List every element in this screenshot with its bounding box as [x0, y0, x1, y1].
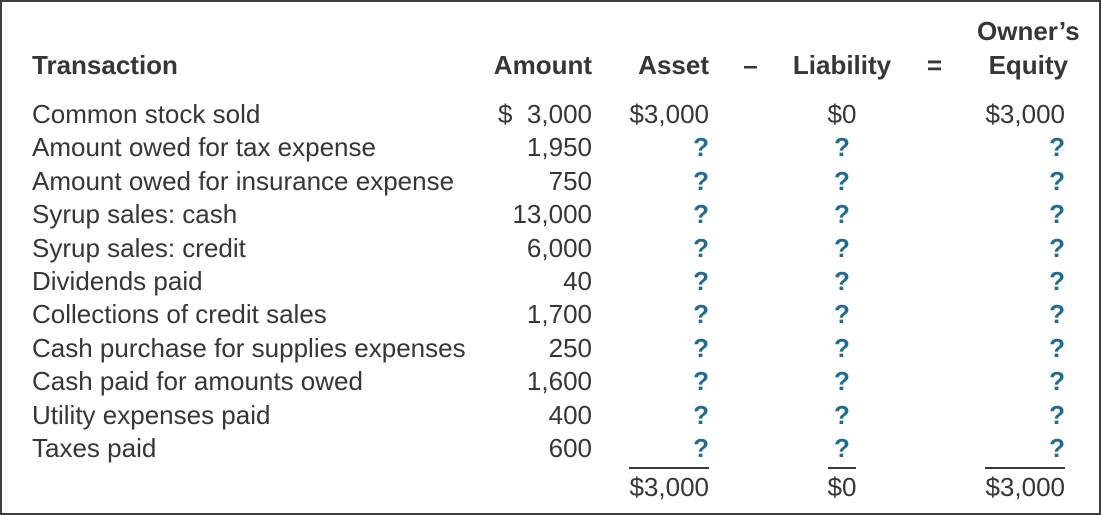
transaction-cell: Amount owed for insurance expense — [32, 165, 455, 196]
asset-cell: ? — [693, 332, 709, 363]
table-row: Cash purchase for supplies expenses 250 … — [2, 332, 1099, 365]
table-row: Taxes paid 600 ? ? ? — [2, 432, 1099, 465]
owners-equity-cell: ? — [1049, 199, 1065, 230]
column-header-amount: Amount — [493, 50, 592, 80]
column-header-liability: Liability — [792, 50, 892, 80]
asset-cell: ? — [693, 232, 709, 263]
asset-total-cell: $3,000 — [592, 467, 709, 504]
asset-cell: ? — [693, 165, 709, 196]
amount-cell: 750 — [548, 165, 592, 196]
asset-cell: ? — [693, 266, 709, 297]
liability-cell: ? — [834, 399, 850, 430]
transaction-cell: Common stock sold — [32, 99, 261, 129]
column-header-asset: Asset — [638, 50, 709, 80]
owners-equity-cell: ? — [1049, 366, 1065, 397]
owners-equity-cell: ? — [1049, 132, 1065, 163]
liability-cell: $0 — [827, 99, 857, 129]
amount-cell: 1,600 — [526, 366, 592, 397]
table-row: Amount owed for tax expense 1,950 ? ? ? — [2, 131, 1099, 164]
transaction-cell: Syrup sales: credit — [32, 232, 246, 263]
transaction-cell: Amount owed for tax expense — [32, 132, 376, 163]
liability-cell: ? — [834, 165, 850, 196]
owners-equity-cell: ? — [1049, 299, 1065, 330]
asset-cell: ? — [693, 132, 709, 163]
liability-cell: ? — [834, 366, 850, 397]
liability-cell: ? — [834, 266, 850, 297]
liability-total: $0 — [827, 467, 857, 502]
amount-cell: 40 — [563, 266, 592, 297]
table-row: Syrup sales: cash 13,000 ? ? ? — [2, 198, 1099, 231]
owners-equity-cell: ? — [1049, 433, 1065, 464]
owners-equity-header-block: Owner’s Equity — [977, 14, 1080, 82]
owners-equity-cell: ? — [1049, 399, 1065, 430]
asset-total: $3,000 — [629, 467, 709, 502]
amount-cell: 13,000 — [512, 199, 592, 230]
owners-equity-cell: $3,000 — [985, 99, 1065, 129]
column-header-transaction: Transaction — [32, 50, 178, 80]
minus-sign: – — [743, 50, 758, 80]
table-row: Syrup sales: credit 6,000 ? ? ? — [2, 232, 1099, 265]
owners-equity-cell: ? — [1049, 266, 1065, 297]
amount-cell: 250 — [548, 332, 592, 363]
liability-total-cell: $0 — [792, 467, 892, 504]
totals-row: $3,000 $0 $3,000 — [2, 467, 1099, 504]
liability-cell: ? — [834, 332, 850, 363]
table-row: Common stock sold $ 3,000 $3,000 $0 $3,0… — [2, 98, 1099, 131]
owners-equity-total-cell: $3,000 — [977, 467, 1065, 504]
transaction-cell: Utility expenses paid — [32, 399, 271, 430]
liability-cell: ? — [834, 199, 850, 230]
amount-cell: 6,000 — [526, 232, 592, 263]
liability-cell: ? — [834, 299, 850, 330]
amount-cell: 400 — [548, 399, 592, 430]
owners-equity-header-line2: Equity — [988, 50, 1069, 80]
table-row: Amount owed for insurance expense 750 ? … — [2, 165, 1099, 198]
owners-equity-cell: ? — [1049, 332, 1065, 363]
owners-equity-cell: ? — [1049, 232, 1065, 263]
owners-equity-total: $3,000 — [985, 467, 1065, 502]
asset-cell: ? — [693, 299, 709, 330]
asset-cell: ? — [693, 433, 709, 464]
table-header: Transaction Amount Asset – Liability = O… — [2, 14, 1099, 82]
table-row: Dividends paid 40 ? ? ? — [2, 265, 1099, 298]
amount-cell: 1,700 — [526, 299, 592, 330]
transaction-cell: Cash purchase for supplies expenses — [32, 332, 466, 363]
asset-cell: ? — [693, 399, 709, 430]
liability-cell: ? — [834, 433, 850, 464]
transaction-cell: Cash paid for amounts owed — [32, 366, 363, 397]
transaction-cell: Dividends paid — [32, 266, 203, 297]
transaction-cell: Collections of credit sales — [32, 299, 327, 330]
liability-cell: ? — [834, 132, 850, 163]
table-row: Utility expenses paid 400 ? ? ? — [2, 399, 1099, 432]
liability-cell: ? — [834, 232, 850, 263]
amount-cell: $ 3,000 — [498, 99, 592, 129]
table-row: Collections of credit sales 1,700 ? ? ? — [2, 298, 1099, 331]
column-header-owners-equity: Owner’s Equity — [977, 14, 1080, 82]
table-row: Cash paid for amounts owed 1,600 ? ? ? — [2, 365, 1099, 398]
asset-cell: ? — [693, 366, 709, 397]
transaction-cell: Taxes paid — [32, 433, 157, 464]
amount-cell: 600 — [548, 433, 592, 464]
asset-cell: ? — [693, 199, 709, 230]
amount-cell: 1,950 — [526, 132, 592, 163]
transaction-cell: Syrup sales: cash — [32, 199, 238, 230]
asset-cell: $3,000 — [629, 99, 709, 129]
owners-equity-header-line1: Owner’s — [977, 16, 1080, 46]
owners-equity-cell: ? — [1049, 165, 1065, 196]
equals-sign: = — [926, 50, 943, 80]
table-body: Common stock sold $ 3,000 $3,000 $0 $3,0… — [2, 98, 1099, 465]
